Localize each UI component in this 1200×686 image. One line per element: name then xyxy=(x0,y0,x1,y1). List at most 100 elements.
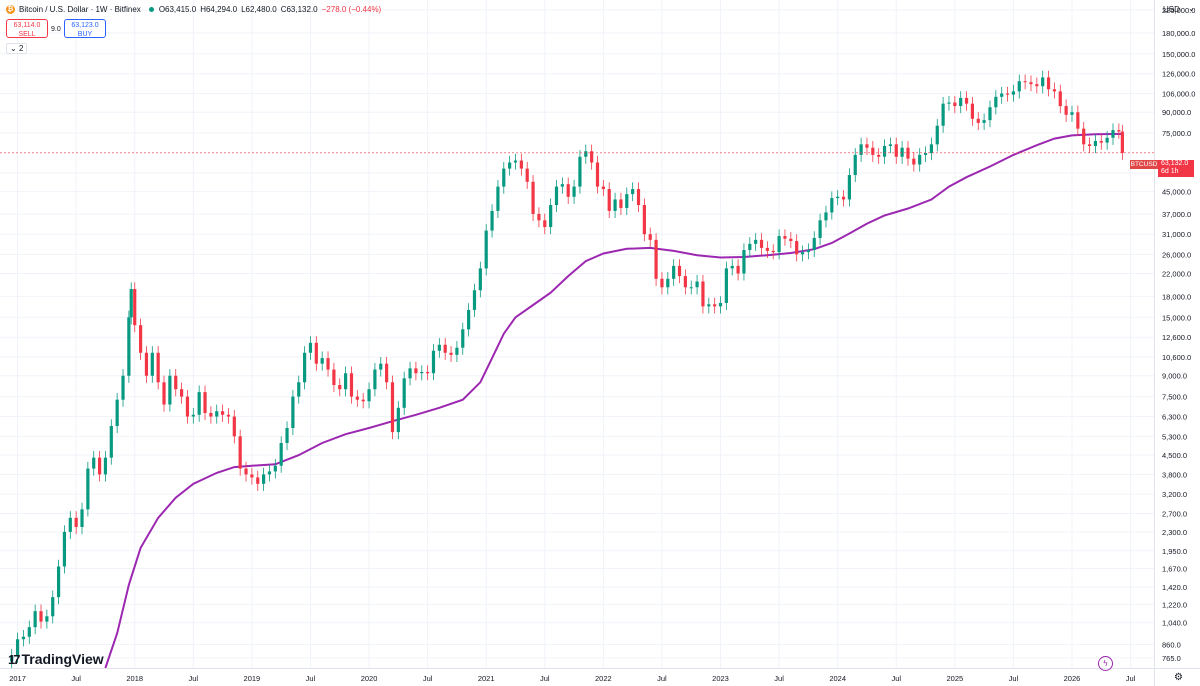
time-axis[interactable]: 2017 Jul 2018 Jul 2019 Jul 2020 Jul 2021 Jul 2022 J… xyxy=(9,674,1135,683)
spark-icon[interactable]: ϟ xyxy=(1098,656,1113,671)
candle-body xyxy=(332,369,336,386)
price-tick-label: 9,000.0 xyxy=(1162,372,1187,381)
candle-body xyxy=(695,281,699,288)
price-tick-label: 1,670.0 xyxy=(1162,564,1187,573)
candle-body xyxy=(408,368,412,379)
candle-body xyxy=(689,287,693,289)
candle-body xyxy=(1076,112,1080,129)
candle-body xyxy=(648,234,652,240)
candle-body xyxy=(267,471,272,475)
price-tick-label: 4,500.0 xyxy=(1162,451,1187,460)
candle-body xyxy=(92,457,96,469)
candle-body xyxy=(367,389,371,402)
candle-body xyxy=(888,144,892,147)
tradingview-logo[interactable]: 17 TradingView xyxy=(8,651,104,667)
candle-body xyxy=(1117,130,1121,132)
candle-body xyxy=(642,205,646,235)
candle-body xyxy=(226,414,231,417)
price-tick-label: 2,300.0 xyxy=(1162,528,1187,537)
candle-body xyxy=(601,186,605,190)
price-axis[interactable]: 220,000.0 180,000.0 150,000.0 126,000.0 106,… xyxy=(1162,6,1195,663)
candle-body xyxy=(777,236,781,253)
price-tick-label: 26,000.0 xyxy=(1162,250,1191,259)
candle-body xyxy=(672,265,676,279)
candle-body xyxy=(660,278,664,288)
candle-body xyxy=(291,396,295,429)
candle-body xyxy=(467,309,471,330)
candle-body xyxy=(513,160,518,163)
time-tick-label: 2024 xyxy=(829,674,846,683)
candle-body xyxy=(1058,91,1062,107)
price-tick-label: 75,000.0 xyxy=(1162,129,1191,138)
candle-body xyxy=(443,344,447,353)
candle-body xyxy=(279,443,283,466)
time-tick-label: Jul xyxy=(657,674,667,683)
tradingview-wordmark: TradingView xyxy=(21,651,104,667)
candle-body xyxy=(1035,84,1039,87)
candle-body xyxy=(906,147,910,159)
price-tick-label: 7,500.0 xyxy=(1162,393,1187,402)
candle-body xyxy=(935,125,939,145)
candle-body xyxy=(379,363,383,370)
indicators-toggle[interactable]: ⌄ 2 xyxy=(6,43,28,54)
time-tick-label: Jul xyxy=(540,674,550,683)
candle-body xyxy=(713,304,717,307)
candle-body xyxy=(1005,93,1010,95)
candle-body xyxy=(162,382,166,405)
candle-body xyxy=(285,428,289,444)
candle-body xyxy=(590,151,594,163)
candle-body xyxy=(51,597,55,617)
price-tick-label: 126,000.0 xyxy=(1162,70,1195,79)
candle-body xyxy=(1000,93,1004,97)
candle-body xyxy=(402,378,406,408)
candle-body xyxy=(361,399,365,402)
buy-button[interactable]: 63,123.0 BUY xyxy=(64,19,106,38)
time-tick-label: Jul xyxy=(891,674,901,683)
candle-body xyxy=(238,436,242,469)
candle-body xyxy=(771,250,775,253)
candle-body xyxy=(86,468,90,510)
time-tick-label: 2023 xyxy=(712,674,729,683)
ohlc-high: H64,294.0 xyxy=(200,5,238,14)
candle-body xyxy=(21,636,26,640)
symbol-title[interactable]: Bitcoin / U.S. Dollar · 1W · Bitfinex xyxy=(19,5,141,14)
candle-body xyxy=(566,184,570,197)
candle-body xyxy=(185,396,190,417)
time-tick-label: Jul xyxy=(1126,674,1136,683)
candle-body xyxy=(1120,131,1124,153)
price-tick-label: 1,040.0 xyxy=(1162,619,1187,628)
candle-body xyxy=(373,369,377,390)
last-price-countdown: 6d 1h xyxy=(1161,168,1179,175)
currency-label[interactable]: USD xyxy=(1163,5,1180,14)
currency-caret-icon[interactable]: ⌄ xyxy=(1188,4,1195,13)
candle-body xyxy=(841,196,846,200)
candle-body xyxy=(385,363,389,383)
candle-body xyxy=(338,385,342,390)
candle-body xyxy=(543,220,547,228)
candle-body xyxy=(789,238,793,242)
candle-body xyxy=(27,627,31,637)
candle-body xyxy=(437,344,441,351)
candle-body xyxy=(472,290,477,310)
price-tick-label: 220,000.0 xyxy=(1162,6,1195,15)
time-tick-label: Jul xyxy=(306,674,316,683)
time-tick-label: 2020 xyxy=(361,674,378,683)
gear-icon[interactable]: ⚙ xyxy=(1174,672,1183,683)
candle-body xyxy=(830,198,834,213)
candle-body xyxy=(484,230,488,269)
candle-body xyxy=(818,220,822,238)
candle-body xyxy=(97,457,102,475)
sell-button[interactable]: 63,114.0 SELL xyxy=(6,19,48,38)
candle-body xyxy=(607,189,611,211)
candle-body xyxy=(1111,130,1115,138)
candle-body xyxy=(420,371,424,374)
candle-body xyxy=(496,186,500,211)
candle-body xyxy=(74,517,78,527)
ma-layer xyxy=(104,132,1123,669)
candle-body xyxy=(62,531,67,567)
candle-body xyxy=(308,342,313,353)
time-tick-label: Jul xyxy=(1009,674,1019,683)
candle-body xyxy=(631,189,635,195)
candle-body xyxy=(68,517,72,532)
